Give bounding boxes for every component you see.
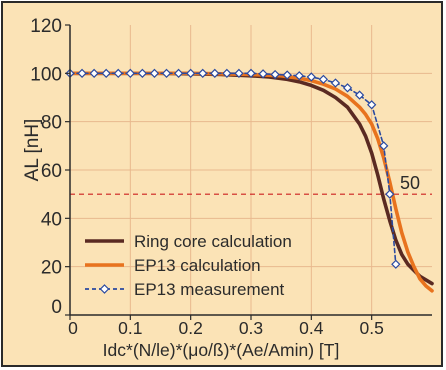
measurement-point <box>391 259 401 269</box>
x-tick-label: 0 <box>68 318 78 338</box>
measurement-point <box>137 68 148 78</box>
y-tick-label: 100 <box>30 64 62 85</box>
measurement-point <box>330 78 341 88</box>
measurement-point <box>246 68 256 78</box>
measurement-point <box>306 72 316 82</box>
measurement-point <box>173 68 184 78</box>
measurement-point <box>198 68 208 78</box>
x-tick-label: 0.5 <box>360 318 384 338</box>
measurement-point <box>113 68 123 78</box>
measurement-point <box>367 100 377 110</box>
y-tick-label: 20 <box>41 258 62 279</box>
measurement-point <box>385 189 395 199</box>
measurement-point <box>77 68 87 78</box>
reference-line-label: 50 <box>400 173 420 193</box>
x-tick-label: 0.3 <box>239 318 263 338</box>
measurement-point <box>282 70 292 80</box>
y-tick-label: 40 <box>41 209 62 230</box>
measurement-point <box>186 68 196 78</box>
legend-label-2: EP13 measurement <box>134 280 285 299</box>
legend-marker <box>99 284 110 294</box>
axes: 0 20 40 60 80 100 120 0 0.1 0.2 0.3 0.4 0.5 <box>30 16 432 338</box>
x-tick-label: 0.4 <box>299 318 324 338</box>
legend-label-1: EP13 calculation <box>134 256 261 275</box>
measurement-point <box>258 69 268 79</box>
y-tick-label: 0 <box>51 297 62 318</box>
legend: Ring core calculation EP13 calculation EP1… <box>85 232 292 299</box>
measurement-point <box>125 68 135 78</box>
x-tick-label: 0.1 <box>118 318 142 338</box>
x-tick-label: 0.2 <box>179 318 203 338</box>
measurement-point <box>89 68 99 78</box>
measurement-point <box>342 83 353 93</box>
measurement-point <box>210 68 220 78</box>
x-axis-label: Idc*(N/le)*(μo/ß)*(Ae/Amin) [T] <box>103 340 340 360</box>
y-axis-label: AL [nH] <box>22 119 43 182</box>
y-tick-label: 80 <box>41 113 62 134</box>
measurement-point <box>294 71 304 81</box>
measurement-point <box>149 68 160 78</box>
y-tick-label: 120 <box>30 16 62 37</box>
measurement-point <box>234 68 244 78</box>
measurement-point <box>101 68 111 78</box>
measurement-point <box>318 74 329 85</box>
y-tick-label: 60 <box>41 161 62 182</box>
measurement-point <box>270 69 280 80</box>
reference-line-group: 50 <box>70 173 432 195</box>
legend-label-0: Ring core calculation <box>134 232 292 251</box>
measurement-point <box>161 68 172 78</box>
measurement-point <box>379 141 389 151</box>
measurement-point <box>222 68 232 78</box>
measurement-point <box>354 90 365 100</box>
